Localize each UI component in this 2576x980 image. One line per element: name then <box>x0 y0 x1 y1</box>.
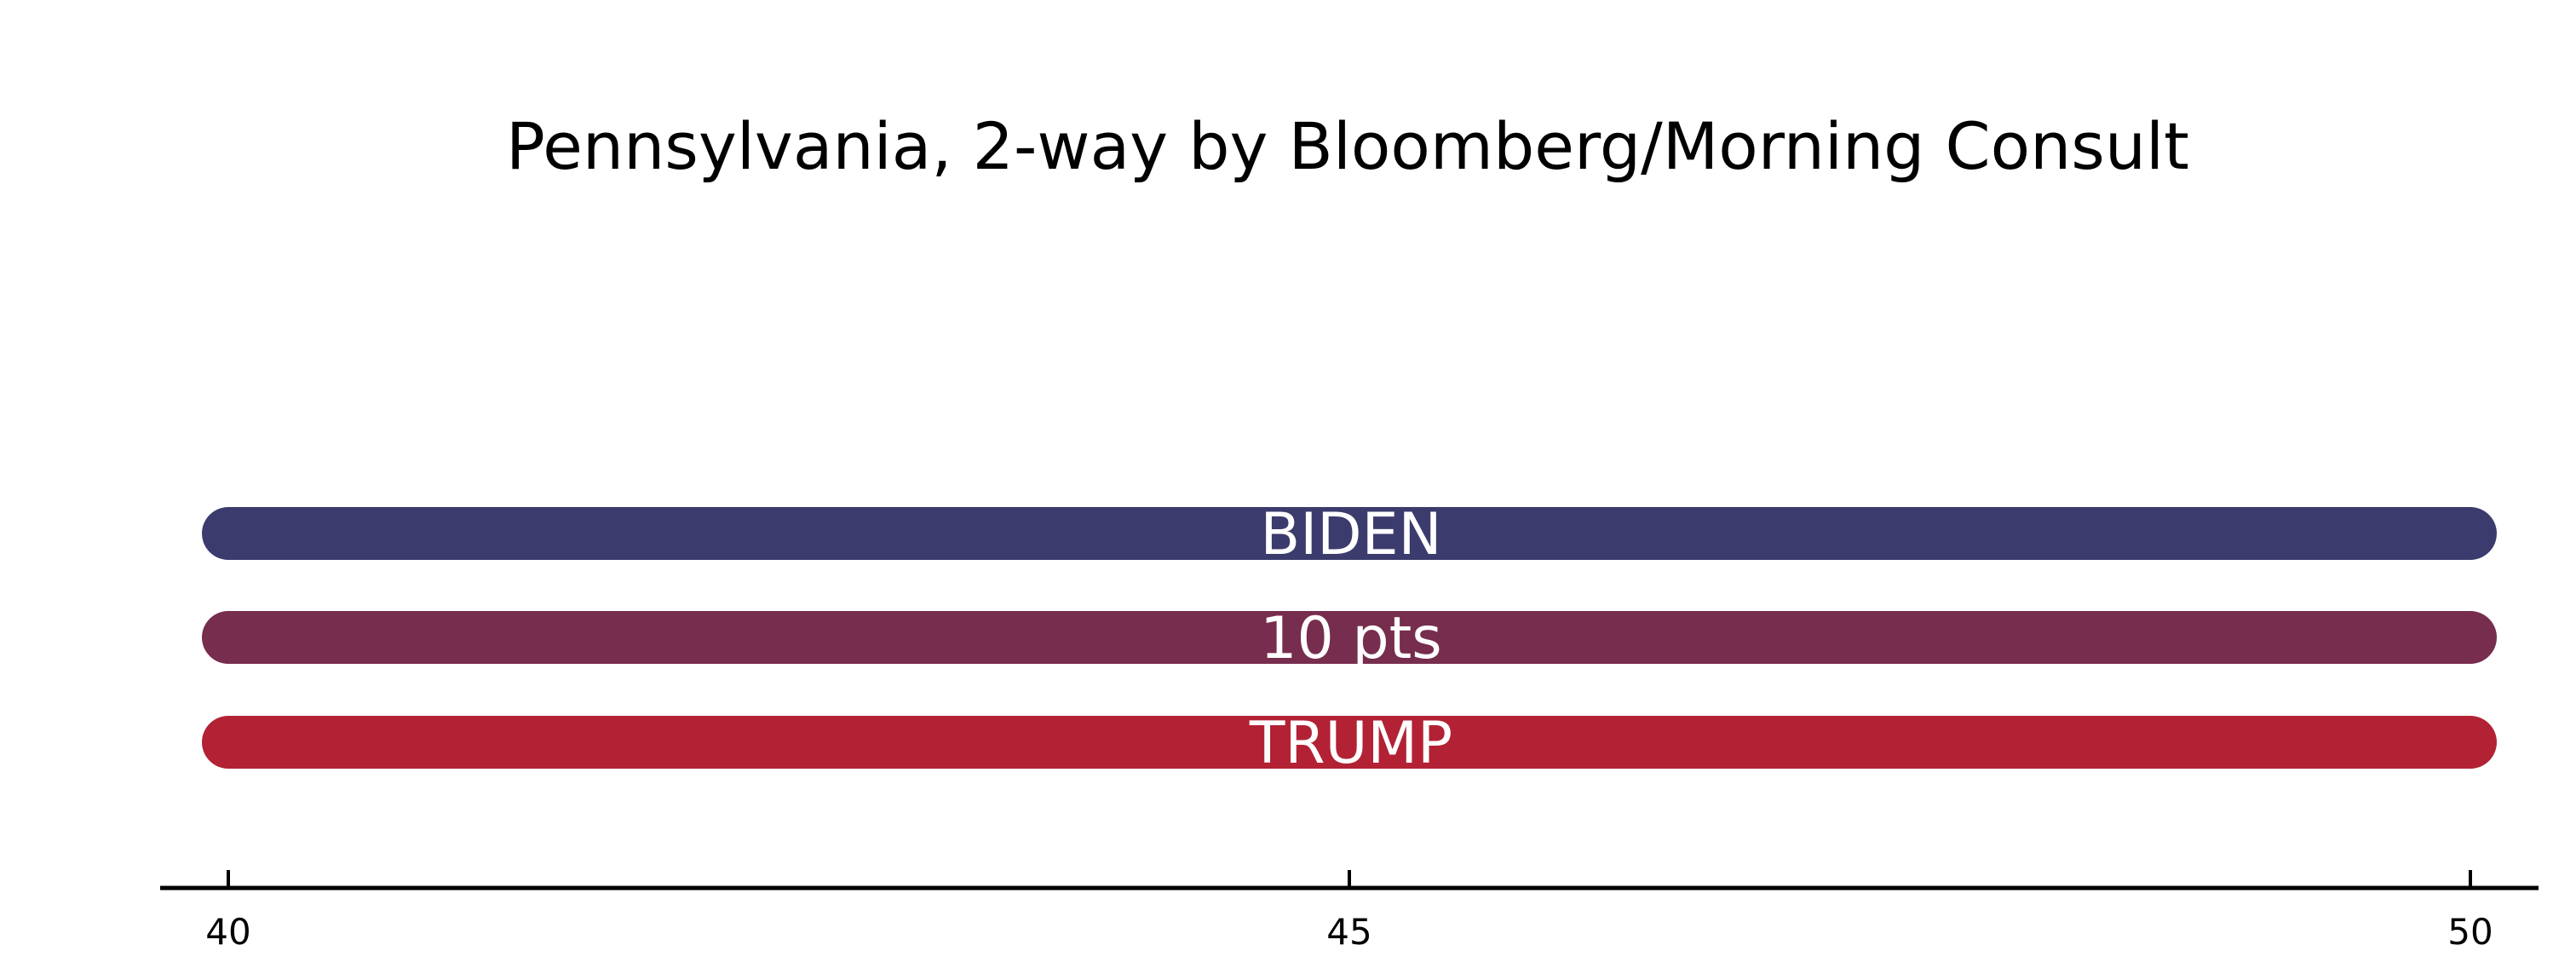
bar-label-2: TRUMP <box>1249 710 1452 777</box>
bar-2 <box>202 716 2497 769</box>
bar-0 <box>202 507 2497 560</box>
x-tick-label-1: 45 <box>1326 911 1371 953</box>
bar-label-0: BIDEN <box>1261 501 1442 568</box>
x-tick-label-2: 50 <box>2447 911 2493 953</box>
bar-1 <box>202 611 2497 664</box>
x-axis-ticks: 40 45 50 <box>205 870 2493 953</box>
bar-label-1: 10 pts <box>1260 605 1441 672</box>
chart-title: Pennsylvania, 2-way by Bloomberg/Morning… <box>506 108 2189 184</box>
x-tick-label-0: 40 <box>205 911 250 953</box>
bars-group: BIDEN 10 pts TRUMP <box>202 501 2497 777</box>
